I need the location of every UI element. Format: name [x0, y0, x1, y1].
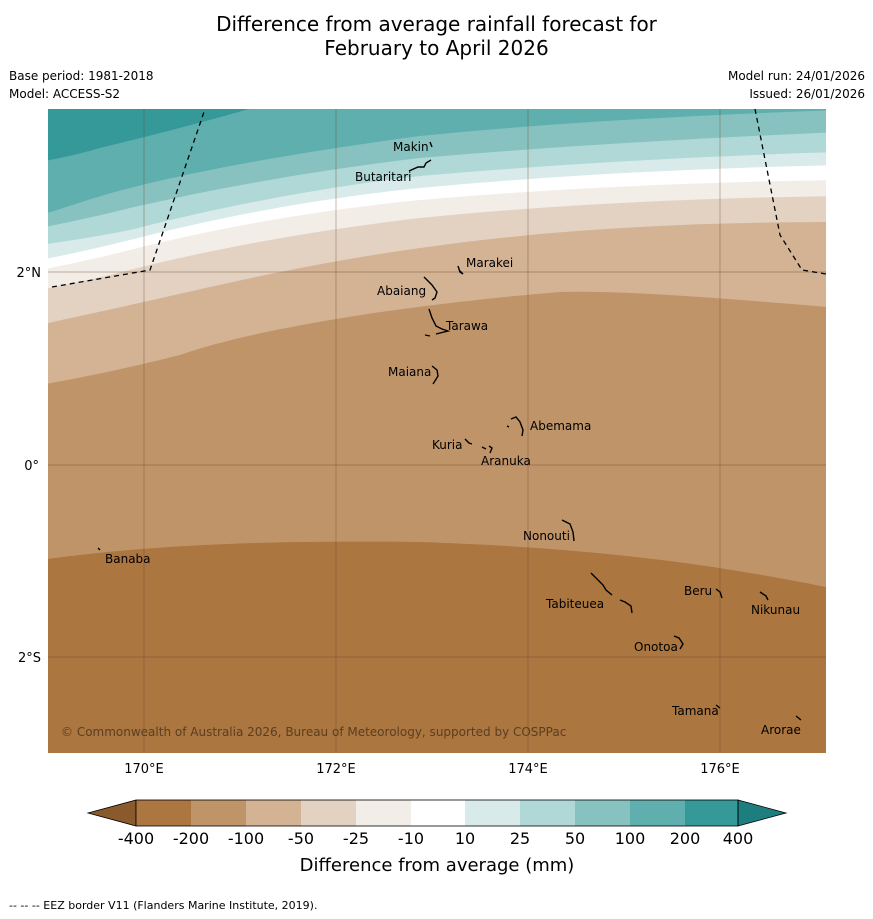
- longitude-labels: 170°E 172°E 174°E 176°E: [124, 762, 740, 777]
- legend-tick: -100: [228, 829, 264, 848]
- lon-label-176e: 176°E: [700, 762, 740, 777]
- place-label-maiana: Maiana: [388, 365, 431, 379]
- chart-title: Difference from average rainfall forecas…: [0, 12, 873, 60]
- band-p100-p200: [48, 109, 826, 213]
- eez-footnote: -- -- -- EEZ border V11 (Flanders Marine…: [9, 899, 318, 912]
- legend-swatch-m25-m10: [356, 800, 411, 826]
- coast-marakei: [457, 265, 464, 275]
- legend-tick: -25: [343, 829, 369, 848]
- coast-butaritari: [408, 159, 432, 172]
- place-label-banaba: Banaba: [105, 552, 151, 566]
- coast-aranuka: [481, 445, 493, 454]
- meta-left: Base period: 1981-2018 Model: ACCESS-S2: [9, 67, 154, 103]
- legend-tick: 100: [615, 829, 646, 848]
- band-p200-p400: [48, 109, 250, 161]
- place-label-arorae: Arorae: [761, 723, 801, 737]
- legend-tick-labels: -400 -200 -100 -50 -25 -10 10 25 50 100 …: [118, 829, 753, 848]
- lat-label-0: 0°: [24, 459, 39, 474]
- place-label-butaritari: Butaritari: [355, 170, 412, 184]
- legend-tick: 400: [723, 829, 754, 848]
- coast-nonouti: [561, 519, 575, 542]
- legend-swatch-m200-m100: [191, 800, 246, 826]
- coast-banaba: [97, 547, 101, 551]
- issued-label: Issued: 26/01/2026: [749, 87, 865, 101]
- coast-maiana: [431, 365, 439, 385]
- latitude-labels: 2°N 0° 2°S: [17, 266, 42, 666]
- legend-swatch-m400-m200: [136, 800, 191, 826]
- legend-swatch-p25-p50: [520, 800, 575, 826]
- legend-swatch-m50-m25: [301, 800, 356, 826]
- place-label-marakei: Marakei: [466, 256, 513, 270]
- coast-abemama: [506, 416, 524, 437]
- legend-arrow-low: [86, 799, 137, 827]
- base-period-label: Base period: 1981-2018: [9, 69, 154, 83]
- coast-makin: [429, 141, 433, 148]
- coast-tabiteuea: [590, 572, 633, 614]
- place-label-tarawa: Tarawa: [445, 319, 488, 333]
- eez-border-west: [51, 109, 206, 288]
- legend-tick: -50: [288, 829, 314, 848]
- legend-swatch-p50-p100: [575, 800, 630, 826]
- copyright-notice: © Commonwealth of Australia 2026, Bureau…: [61, 725, 566, 739]
- legend-title: Difference from average (mm): [300, 855, 575, 876]
- place-label-onotoa: Onotoa: [634, 640, 678, 654]
- title-line-2: February to April 2026: [324, 36, 549, 60]
- legend-border: [135, 799, 739, 827]
- eez-border-east: [754, 109, 826, 275]
- place-label-abemama: Abemama: [530, 419, 591, 433]
- place-label-tabiteuea: Tabiteuea: [545, 597, 604, 611]
- lon-label-170e: 170°E: [124, 762, 164, 777]
- place-label-nikunau: Nikunau: [751, 603, 800, 617]
- place-label-beru: Beru: [684, 584, 712, 598]
- legend-arrow-high: [737, 799, 788, 827]
- coast-arorae: [795, 715, 802, 721]
- place-label-kuria: Kuria: [432, 438, 463, 452]
- place-label-makin: Makin: [393, 140, 429, 154]
- legend-tick: -10: [398, 829, 424, 848]
- meta-right: Model run: 24/01/2026 Issued: 26/01/2026: [728, 67, 865, 103]
- legend-swatch-m100-m50: [246, 800, 301, 826]
- legend-tick: 25: [510, 829, 530, 848]
- rainfall-anomaly-field: [48, 109, 826, 753]
- coast-nikunau: [759, 591, 769, 601]
- eez-borders: [51, 109, 826, 288]
- lon-label-174e: 174°E: [508, 762, 548, 777]
- coast-tarawa: [424, 308, 451, 337]
- island-labels: Makin Butaritari Marakei Abaiang Tarawa …: [105, 140, 801, 737]
- legend-tick: -200: [173, 829, 209, 848]
- lon-label-172e: 172°E: [316, 762, 356, 777]
- coast-tamana: [715, 704, 721, 709]
- coast-beru: [715, 588, 723, 599]
- legend-tick: -400: [118, 829, 154, 848]
- graticule: [48, 109, 826, 753]
- coast-abaiang: [423, 276, 438, 301]
- legend-tick: 10: [455, 829, 475, 848]
- colorbar-legend: [86, 799, 788, 827]
- legend-tick: 50: [565, 829, 585, 848]
- coastlines: [97, 141, 802, 721]
- legend-tick: 200: [670, 829, 701, 848]
- legend-swatch-p200-p400: [685, 800, 738, 826]
- title-line-1: Difference from average rainfall forecas…: [216, 12, 657, 36]
- legend-swatch-p10-p25: [465, 800, 520, 826]
- coast-onotoa: [673, 635, 684, 650]
- coast-kuria: [464, 438, 473, 445]
- legend-swatch-m10-p10: [411, 800, 465, 826]
- place-label-abaiang: Abaiang: [377, 284, 426, 298]
- model-label: Model: ACCESS-S2: [9, 87, 121, 101]
- lat-label-2n: 2°N: [17, 266, 42, 281]
- place-label-nonouti: Nonouti: [523, 529, 570, 543]
- lat-label-2s: 2°S: [18, 651, 41, 666]
- place-label-aranuka: Aranuka: [481, 454, 531, 468]
- legend-swatch-p100-p200: [630, 800, 685, 826]
- model-run-label: Model run: 24/01/2026: [727, 69, 865, 83]
- place-label-tamana: Tamana: [671, 704, 719, 718]
